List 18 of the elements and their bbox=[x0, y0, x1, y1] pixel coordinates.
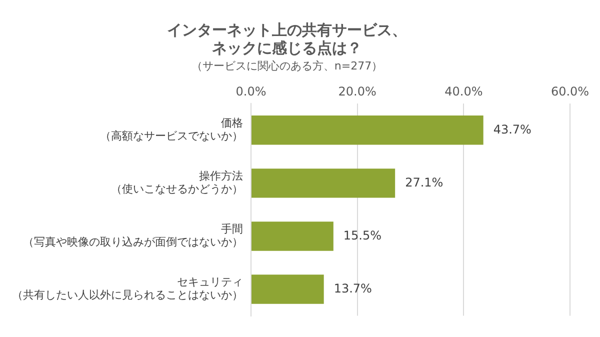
bar bbox=[252, 222, 334, 251]
data-label: 43.7% bbox=[493, 122, 532, 136]
x-tick-label: 60.0% bbox=[550, 84, 590, 99]
data-label: 15.5% bbox=[343, 228, 382, 242]
chart-subtitle: （サービスに関心のある方、n=277） bbox=[191, 59, 383, 72]
x-tick-label: 40.0% bbox=[444, 84, 483, 99]
chart-title: インターネット上の共有サービス、ネックに感じる点は？ bbox=[167, 20, 407, 57]
data-label: 13.7% bbox=[334, 281, 372, 296]
y-tick-label: セキュリティ（共有したい人以外に見られることはないか） bbox=[12, 276, 243, 302]
y-tick-label: 価格（高額なサービスでないか） bbox=[100, 116, 243, 143]
data-label: 27.1% bbox=[405, 175, 444, 190]
x-tick-label: 20.0% bbox=[338, 84, 376, 99]
bar bbox=[252, 168, 396, 198]
y-tick-label: 手間（写真や映像の取り込みが面倒ではないか） bbox=[23, 222, 243, 249]
bar bbox=[252, 274, 324, 304]
x-tick-label: 0.0% bbox=[236, 84, 266, 99]
y-tick-label: 操作方法（使いこなせるかどうか） bbox=[111, 169, 243, 196]
bar bbox=[252, 116, 484, 145]
